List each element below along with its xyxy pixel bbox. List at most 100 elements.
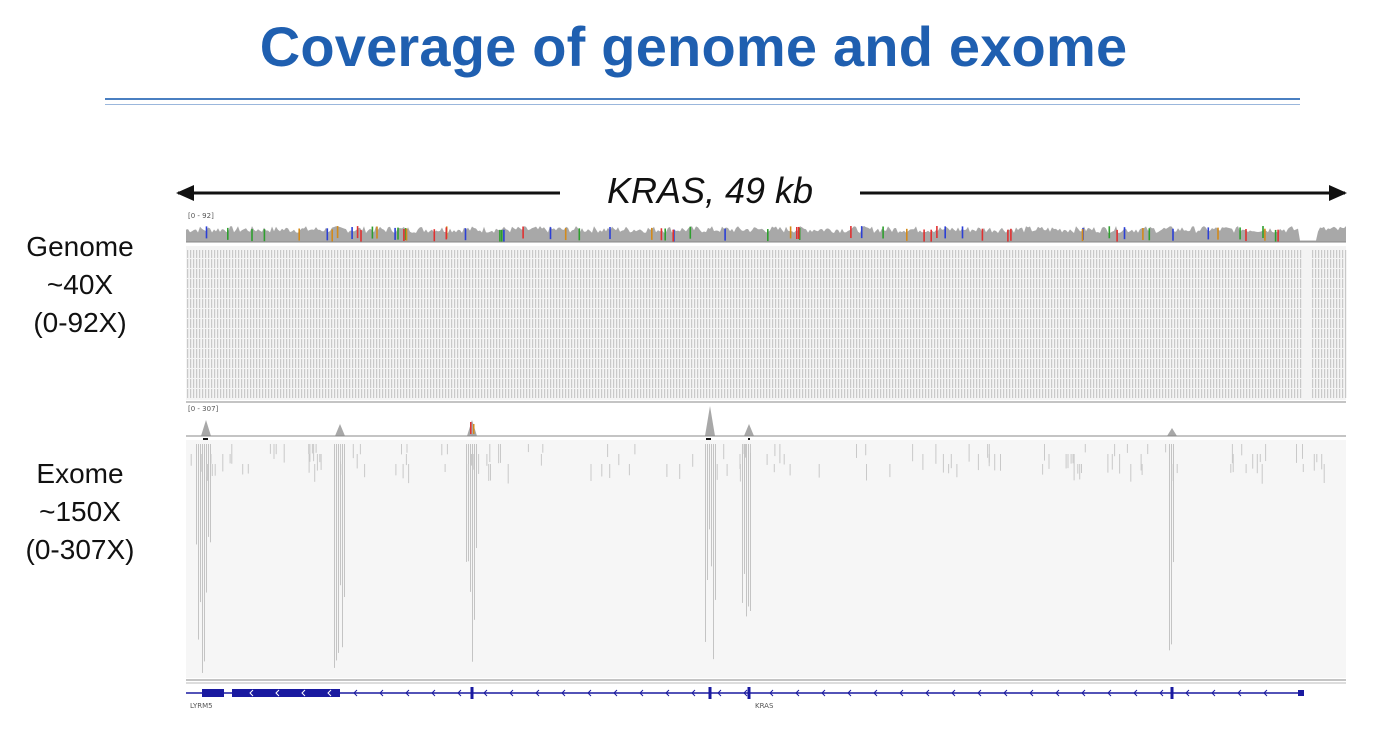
read-column [835,250,837,398]
strand-chevron [691,689,696,697]
read-fragment [309,444,311,462]
slide-title: Coverage of genome and exome [259,15,1128,78]
strand-chevron [1159,689,1164,697]
read-column [253,250,255,398]
read-column [634,250,636,398]
read-column [1222,250,1224,398]
read-column [268,250,270,398]
read-fragment [856,444,857,458]
read-column [673,250,675,398]
read-column [1219,250,1221,398]
read-column [1039,250,1041,398]
read-column [1066,250,1068,398]
genome-reads-track [186,246,1347,403]
read-column [709,250,711,398]
read-column [697,250,699,398]
variant-marker [404,228,407,241]
read-column [751,250,753,398]
exon-block [708,687,712,699]
read-fragment [789,464,791,476]
read-column [922,250,924,398]
read-fragment [206,464,208,477]
read-fragment [1313,454,1315,471]
read-column [601,250,603,398]
read-fragment [1114,444,1116,457]
read-column [319,250,321,398]
variant-marker [473,424,475,434]
strand-chevron [587,689,592,697]
read-fragment [1000,454,1001,471]
exome-coverage-peak [705,406,715,436]
genome-label-line: Genome [26,231,134,262]
read-fragment [1084,444,1086,453]
read-column [787,250,789,398]
read-column [685,250,687,398]
read-column [1327,250,1329,398]
variant-marker [549,227,552,240]
genome-track-label: Genome ~40X (0-92X) [0,228,160,342]
strand-chevron [483,689,488,697]
read-column [307,250,309,398]
read-column [541,250,543,398]
exome-coverage-peak [1167,428,1177,436]
read-fragment [618,454,620,466]
read-column [325,250,327,398]
read-column [502,250,504,398]
read-column [982,250,984,398]
read-column [1291,250,1293,398]
read-column [640,250,642,398]
read-fragment [313,444,315,462]
read-column [667,250,669,398]
read-fragment [590,464,592,481]
variant-marker [981,228,984,241]
read-column [1168,250,1170,398]
read-fragment [356,454,358,469]
exome-label-line: ~150X [39,496,121,527]
read-column [358,250,360,398]
read-column [400,250,402,398]
read-column [790,250,792,398]
strand-chevron [1029,689,1034,697]
read-fragment [444,464,446,473]
read-column [514,250,516,398]
read-column [1126,250,1128,398]
read-column [919,250,921,398]
read-column [466,250,468,398]
read-fragment [405,454,407,466]
read-column [204,444,205,662]
read-column [793,250,795,398]
read-column [700,250,702,398]
read-fragment [214,464,216,476]
read-column [1123,250,1125,398]
read-column [1330,250,1332,398]
variant-marker [944,226,946,239]
strand-chevron [1081,689,1086,697]
variant-marker [227,227,229,240]
read-fragment [988,444,990,463]
variant-marker [767,229,769,242]
strand-chevron [717,689,722,697]
read-fragment [679,464,681,479]
read-column [711,444,712,567]
read-column [304,250,306,398]
read-column [1024,250,1026,398]
variant-marker [1108,226,1111,239]
read-column [1132,250,1134,398]
read-column [958,250,960,398]
read-column [340,250,342,398]
read-fragment [319,454,321,463]
read-fragment [359,444,361,455]
strand-chevron [405,689,410,697]
strand-chevron [899,689,904,697]
read-column [838,250,840,398]
read-fragment [1316,454,1318,463]
read-column [1273,250,1275,398]
read-column [1060,250,1062,398]
strand-chevron [561,689,566,697]
variant-marker [578,228,581,241]
read-column [1237,250,1239,398]
read-fragment [994,454,996,471]
read-fragment [739,464,741,482]
read-column [468,444,469,562]
read-fragment [1073,464,1075,481]
